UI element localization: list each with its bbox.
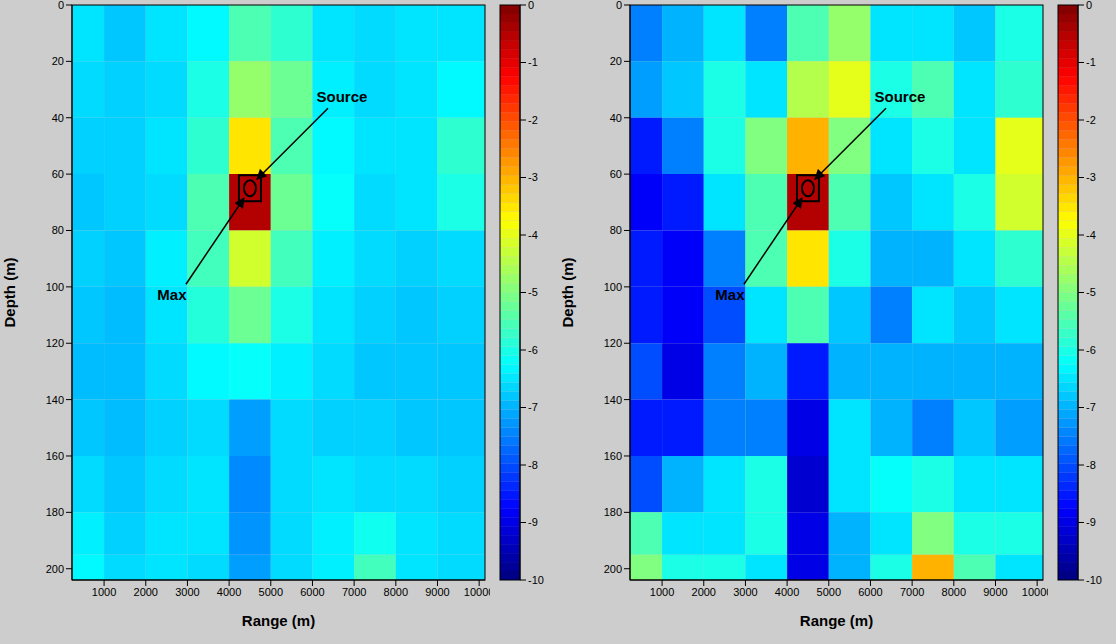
svg-text:2000: 2000 <box>134 586 158 598</box>
svg-text:140: 140 <box>46 394 64 406</box>
svg-text:-7: -7 <box>528 401 538 413</box>
svg-text:6000: 6000 <box>858 586 882 598</box>
svg-text:3000: 3000 <box>733 586 757 598</box>
svg-text:20: 20 <box>610 55 622 67</box>
svg-text:20: 20 <box>52 55 64 67</box>
svg-text:100: 100 <box>46 281 64 293</box>
svg-text:9000: 9000 <box>983 586 1007 598</box>
svg-text:-5: -5 <box>1086 286 1096 298</box>
svg-text:-8: -8 <box>528 459 538 471</box>
svg-text:-9: -9 <box>528 516 538 528</box>
svg-text:-4: -4 <box>528 229 538 241</box>
svg-text:6000: 6000 <box>300 586 324 598</box>
svg-text:0: 0 <box>528 0 534 11</box>
svg-text:7000: 7000 <box>342 586 366 598</box>
svg-text:200: 200 <box>604 563 622 575</box>
svg-text:60: 60 <box>610 168 622 180</box>
svg-text:5000: 5000 <box>259 586 283 598</box>
svg-text:140: 140 <box>604 394 622 406</box>
svg-text:Source: Source <box>875 88 926 105</box>
svg-text:80: 80 <box>610 224 622 236</box>
svg-text:120: 120 <box>46 337 64 349</box>
svg-text:180: 180 <box>604 506 622 518</box>
svg-text:0: 0 <box>1086 0 1092 11</box>
svg-text:120: 120 <box>604 337 622 349</box>
svg-text:5000: 5000 <box>817 586 841 598</box>
svg-text:-5: -5 <box>528 286 538 298</box>
svg-text:-10: -10 <box>528 574 544 586</box>
svg-text:-6: -6 <box>1086 344 1096 356</box>
svg-text:Depth (m): Depth (m) <box>1 258 18 328</box>
svg-text:Depth (m): Depth (m) <box>559 258 576 328</box>
svg-text:-8: -8 <box>1086 459 1096 471</box>
svg-text:4000: 4000 <box>217 586 241 598</box>
svg-text:8000: 8000 <box>384 586 408 598</box>
svg-text:80: 80 <box>52 224 64 236</box>
svg-text:-9: -9 <box>1086 516 1096 528</box>
svg-text:3000: 3000 <box>175 586 199 598</box>
svg-text:8000: 8000 <box>942 586 966 598</box>
svg-text:2000: 2000 <box>692 586 716 598</box>
svg-text:40: 40 <box>52 112 64 124</box>
svg-text:-7: -7 <box>1086 401 1096 413</box>
svg-text:Range (m): Range (m) <box>242 612 315 629</box>
svg-text:200: 200 <box>46 563 64 575</box>
svg-text:0: 0 <box>58 0 64 11</box>
svg-text:-3: -3 <box>528 171 538 183</box>
svg-text:Max: Max <box>715 286 745 303</box>
svg-text:40: 40 <box>610 112 622 124</box>
svg-text:10000: 10000 <box>1022 586 1048 598</box>
svg-text:180: 180 <box>46 506 64 518</box>
svg-text:100: 100 <box>604 281 622 293</box>
svg-text:1000: 1000 <box>92 586 116 598</box>
svg-text:0: 0 <box>616 0 622 11</box>
svg-text:-10: -10 <box>1086 574 1102 586</box>
svg-text:4000: 4000 <box>775 586 799 598</box>
svg-text:9000: 9000 <box>425 586 449 598</box>
svg-text:60: 60 <box>52 168 64 180</box>
svg-text:-2: -2 <box>1086 114 1096 126</box>
svg-text:-6: -6 <box>528 344 538 356</box>
svg-text:160: 160 <box>604 450 622 462</box>
svg-text:-1: -1 <box>1086 56 1096 68</box>
svg-text:Source: Source <box>317 88 368 105</box>
svg-text:1000: 1000 <box>650 586 674 598</box>
svg-text:Range (m): Range (m) <box>800 612 873 629</box>
svg-text:-3: -3 <box>1086 171 1096 183</box>
svg-text:-2: -2 <box>528 114 538 126</box>
svg-text:-1: -1 <box>528 56 538 68</box>
svg-text:-4: -4 <box>1086 229 1096 241</box>
svg-text:7000: 7000 <box>900 586 924 598</box>
svg-text:Max: Max <box>157 286 187 303</box>
svg-text:160: 160 <box>46 450 64 462</box>
svg-text:10000: 10000 <box>464 586 490 598</box>
